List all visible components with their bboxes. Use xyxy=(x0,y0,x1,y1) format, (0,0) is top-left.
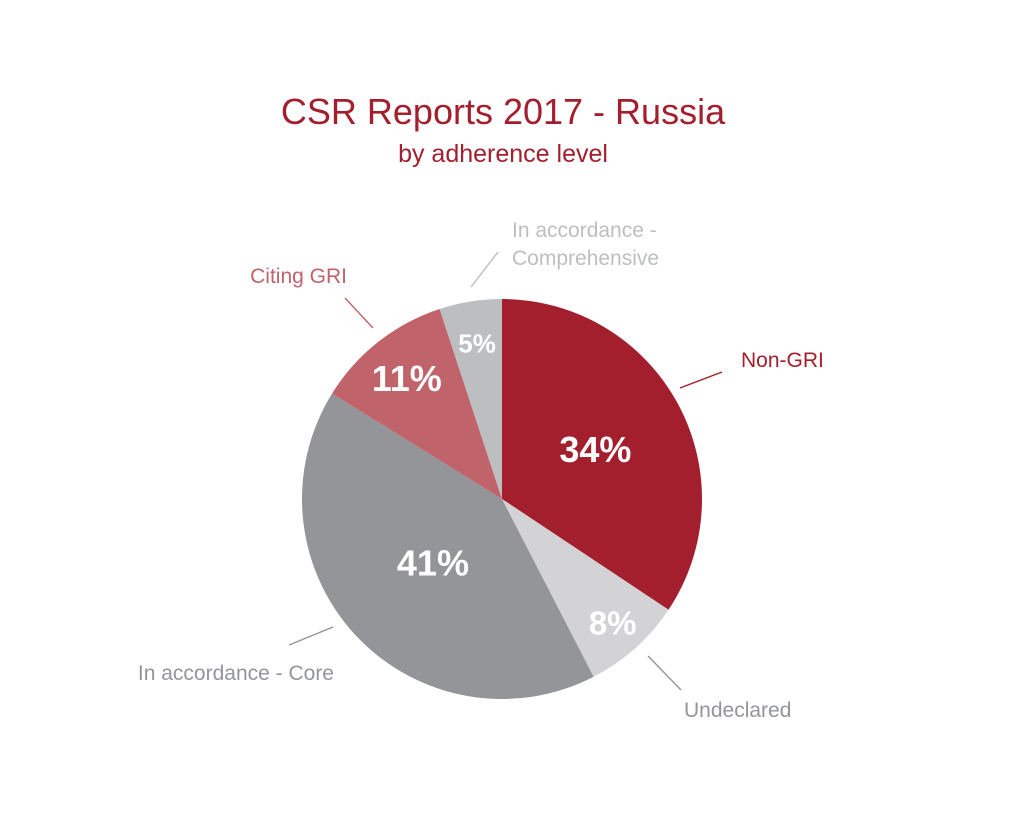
category-label: Non-GRI xyxy=(741,349,824,372)
leader-line xyxy=(679,371,723,389)
pie-slice-in-accordance-comprehensive xyxy=(439,299,502,499)
leader-line xyxy=(344,297,374,329)
slice-value-label: 5% xyxy=(458,328,496,358)
percentage-labels: 34% 8% 41% 11% 5% xyxy=(372,328,637,641)
category-label: Undeclared xyxy=(684,699,791,722)
slice-value-label: 11% xyxy=(372,358,442,399)
chart-subtitle: by adherence level xyxy=(398,140,608,168)
leader-line xyxy=(288,626,334,646)
leader-line xyxy=(470,251,499,288)
slice-value-label: 8% xyxy=(589,605,637,642)
pie-slices xyxy=(301,299,702,699)
category-labels: Non-GRI Undeclared In accordance - Core Cit… xyxy=(138,219,824,722)
slice-value-label: 34% xyxy=(559,429,631,470)
chart-title: CSR Reports 2017 - Russia xyxy=(281,91,726,132)
pie-slice-undeclared xyxy=(502,499,669,677)
pie-slice-in-accordance-core xyxy=(301,393,594,699)
pie-slice-non-gri xyxy=(502,299,702,610)
leader-lines xyxy=(288,251,723,691)
category-label: In accordance - Core xyxy=(138,662,334,685)
category-label: Comprehensive xyxy=(512,247,659,270)
category-label: Citing GRI xyxy=(250,265,347,288)
category-label: In accordance - xyxy=(512,219,657,242)
leader-line xyxy=(647,655,682,691)
pie-slice-citing-gri xyxy=(332,308,502,499)
slice-value-label: 41% xyxy=(397,543,469,584)
